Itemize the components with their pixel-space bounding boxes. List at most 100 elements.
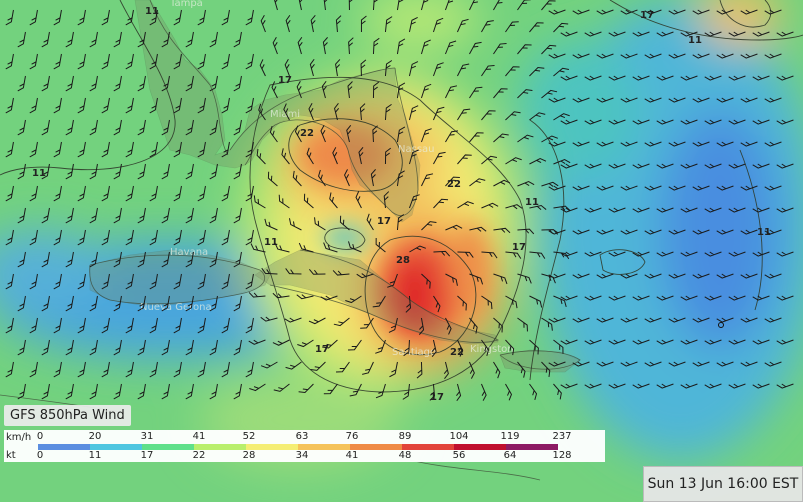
wind-barb — [29, 273, 38, 290]
wind-barb — [258, 103, 266, 121]
wind-barb — [408, 16, 418, 33]
wind-barb — [632, 251, 650, 257]
wind-barb — [620, 53, 638, 59]
wind-barb — [457, 295, 467, 311]
wind-barb — [197, 141, 206, 158]
wind-barb — [529, 22, 544, 33]
wind-barb — [764, 361, 782, 367]
wind-barb — [644, 9, 662, 15]
wind-barb — [89, 339, 98, 356]
wind-barb — [101, 141, 110, 158]
wind-barb — [548, 97, 566, 103]
wind-barb — [560, 339, 578, 345]
wind-barb — [137, 383, 146, 400]
location-marker-icon[interactable] — [718, 322, 724, 328]
wind-barb — [680, 383, 698, 389]
wind-barb — [517, 228, 535, 235]
wind-barb — [692, 273, 710, 279]
wind-barb — [372, 81, 380, 99]
wind-barb — [29, 229, 38, 246]
wind-barb — [272, 37, 278, 55]
wind-barb — [308, 268, 326, 275]
wind-barb — [296, 81, 302, 99]
wind-barb — [584, 251, 602, 257]
wind-barb — [285, 268, 302, 275]
wind-barb — [137, 207, 146, 224]
wind-barb — [405, 295, 412, 313]
wind-barb — [548, 317, 566, 323]
wind-barb — [161, 31, 170, 48]
wind-barb — [704, 295, 722, 301]
wind-barb — [197, 273, 206, 290]
wind-barb — [29, 141, 38, 158]
wind-barb — [332, 270, 350, 276]
wind-barb — [389, 361, 398, 378]
wind-barb — [596, 229, 614, 235]
wind-speed-legend: km/h kt 0 20 31 41 52 63 76 89 104 119 2… — [4, 430, 605, 462]
wind-barb — [457, 339, 464, 357]
wind-barb — [584, 163, 602, 169]
wind-barb — [233, 163, 242, 180]
wind-barb — [408, 194, 420, 209]
wind-barb — [360, 15, 367, 32]
wind-barb — [668, 9, 686, 15]
wind-barb — [322, 339, 338, 349]
wind-barb — [740, 185, 758, 191]
wind-barb — [620, 141, 638, 147]
wind-barb — [259, 59, 266, 77]
legend-kt-tick: 128 — [552, 450, 572, 461]
contour-label: 17 — [512, 242, 526, 253]
wind-barb — [29, 185, 38, 202]
wind-barb — [17, 339, 26, 356]
wind-barb — [529, 383, 538, 401]
wind-barb — [469, 132, 484, 143]
wind-barb — [444, 0, 456, 11]
wind-barb — [560, 295, 578, 301]
wind-barb — [53, 141, 62, 158]
wind-barb — [253, 195, 266, 209]
wind-barb — [5, 273, 14, 290]
wind-barb — [318, 169, 326, 187]
wind-barb — [149, 141, 158, 158]
wind-barb — [113, 251, 122, 268]
wind-barb — [233, 75, 242, 92]
wind-barb — [740, 273, 758, 279]
wind-barb — [517, 44, 532, 55]
wind-barb — [384, 60, 393, 77]
wind-barb — [764, 317, 782, 323]
wind-barb — [125, 229, 134, 246]
wind-barb — [776, 75, 794, 81]
wind-barb — [420, 128, 432, 143]
wind-barb — [65, 31, 74, 48]
legend-kmh-tick: 20 — [88, 431, 102, 442]
forecast-time-display[interactable]: Sun 13 Jun 16:00 EST — [643, 466, 803, 502]
wind-barb — [173, 97, 182, 114]
place-label: Nassau — [398, 144, 435, 155]
wind-barb — [349, 383, 362, 397]
place-label: Kingston — [470, 344, 514, 355]
wind-barb — [716, 273, 734, 279]
wind-barb — [481, 251, 498, 259]
wind-barb — [347, 339, 362, 351]
wind-barb — [125, 273, 134, 290]
wind-barb — [375, 238, 386, 253]
wind-barb — [740, 361, 758, 367]
wind-barb — [77, 229, 86, 246]
wind-barb — [53, 317, 62, 334]
wind-barb — [704, 119, 722, 125]
wind-barb — [41, 251, 50, 268]
wind-barb — [548, 185, 566, 191]
wind-barb — [668, 229, 686, 235]
wind-barb — [101, 97, 110, 114]
wind-barb — [272, 292, 290, 299]
contour-label: 17 — [377, 216, 391, 227]
wind-barb — [656, 163, 674, 169]
wind-barb — [65, 251, 74, 268]
wind-barb — [321, 80, 327, 99]
wind-barb — [692, 53, 710, 59]
wind-barb — [137, 339, 146, 356]
wind-barb — [445, 273, 458, 286]
wind-barb — [17, 119, 26, 136]
wind-barb — [668, 97, 686, 103]
